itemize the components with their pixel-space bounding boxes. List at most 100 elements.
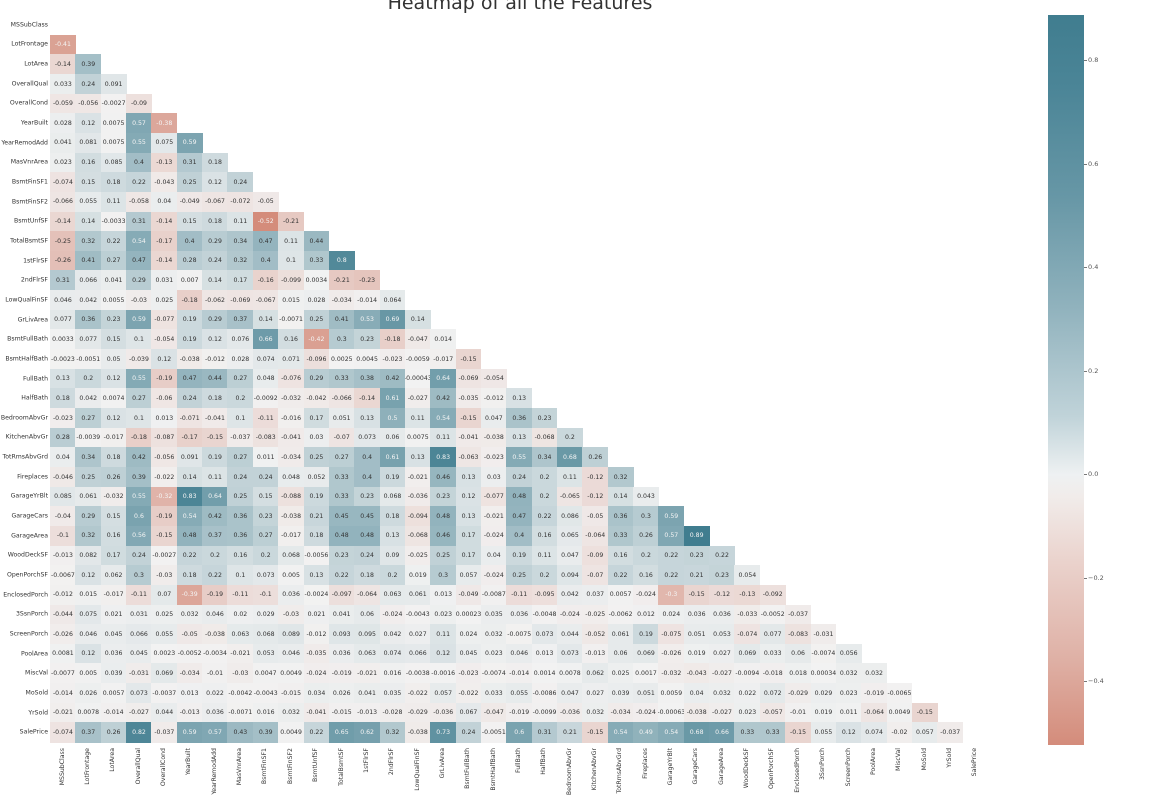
heatmap-cell: 0.071 (278, 349, 304, 370)
heatmap-cell: 0.14 (252, 309, 279, 330)
heatmap-cell: 0.053 (709, 624, 735, 645)
heatmap-cell: 0.26 (100, 466, 127, 488)
heatmap-cell: 0.0014 (531, 663, 558, 684)
heatmap-cell: 0.023 (50, 152, 76, 173)
heatmap-cell: 0.31 (126, 211, 152, 232)
heatmap-cell: 0.082 (75, 545, 102, 566)
heatmap-cell: -0.037 (937, 722, 964, 743)
heatmap-cell: 0.073 (354, 427, 381, 448)
heatmap-cell: 0.019 (810, 702, 837, 723)
heatmap-cell: 0.064 (379, 290, 406, 311)
heatmap-cell: 0.49 (633, 722, 659, 743)
heatmap-cell: 0.013 (176, 683, 203, 704)
heatmap-cell: 0.42 (126, 447, 152, 468)
heatmap-cell: -0.074 (50, 172, 76, 193)
heatmap-cell: 0.027 (582, 683, 609, 704)
heatmap-cell: -0.17 (151, 231, 178, 252)
heatmap-cell: 0.0081 (50, 643, 76, 664)
heatmap-cell: 0.042 (557, 584, 583, 605)
heatmap-cell: -0.15 (455, 349, 482, 370)
heatmap-cell: -0.038 (480, 427, 507, 448)
heatmap-cell: 0.46 (430, 466, 457, 488)
heatmap-cell: 0.64 (202, 486, 228, 507)
heatmap-cell: 0.17 (455, 545, 482, 566)
heatmap-cell: -0.057 (759, 702, 786, 723)
heatmap-cell: 0.18 (202, 388, 228, 409)
heatmap-cell: -0.0016 (430, 663, 457, 684)
heatmap-cell: 0.27 (227, 447, 254, 468)
heatmap-cell: -0.012 (480, 388, 507, 409)
y-tick-label: MasVnrArea (10, 158, 48, 166)
heatmap-cell: -0.092 (759, 584, 786, 605)
heatmap-cell: 0.4 (354, 466, 381, 488)
heatmap-cell: 0.4 (126, 152, 152, 173)
heatmap-cell: 0.6 (506, 722, 533, 743)
heatmap-cell: 0.04 (480, 545, 507, 566)
heatmap-cell: -0.038 (278, 506, 304, 527)
heatmap-cell: 0.19 (176, 329, 203, 350)
heatmap-cell: -0.041 (303, 702, 330, 723)
heatmap-cell: 0.15 (75, 172, 102, 193)
heatmap-cell: 0.4 (354, 447, 381, 468)
heatmap-cell: -0.069 (227, 290, 254, 311)
heatmap-cell: -0.3 (658, 584, 685, 605)
heatmap-cell: 0.065 (557, 525, 583, 547)
y-tick-label: YearBuilt (20, 119, 48, 127)
heatmap-cell: 0.068 (379, 486, 406, 507)
heatmap-cell: 0.18 (100, 447, 127, 468)
heatmap-cell: -0.037 (151, 722, 178, 743)
heatmap-cell: 0.015 (278, 290, 304, 311)
heatmap-cell: 0.12 (151, 349, 178, 370)
heatmap-cell: -0.19 (202, 584, 228, 605)
heatmap-cell: 0.057 (455, 565, 482, 586)
heatmap-cell: -0.0077 (50, 663, 76, 684)
heatmap-cell: 0.39 (126, 466, 152, 488)
x-tick-label: 2ndFlrSF (388, 748, 396, 776)
heatmap-cell: 0.27 (126, 388, 152, 409)
heatmap-cell: -0.11 (126, 584, 152, 605)
heatmap-cell: -0.022 (151, 466, 178, 488)
heatmap-cell: 0.29 (126, 270, 152, 291)
heatmap-cell: 0.061 (404, 584, 431, 605)
heatmap-cell: 0.028 (303, 290, 330, 311)
heatmap-cell: -0.18 (126, 427, 152, 448)
heatmap-cell: 0.22 (531, 506, 558, 527)
heatmap-cell: 0.15 (252, 486, 279, 507)
heatmap-cell: 0.039 (607, 683, 634, 704)
y-tick-label: TotalBsmtSF (10, 237, 48, 245)
heatmap-cell: 0.021 (100, 604, 127, 625)
heatmap-cell: 0.27 (252, 525, 279, 547)
heatmap-cell: -0.021 (404, 466, 431, 488)
heatmap-cell: 0.00023 (455, 604, 482, 625)
heatmap-cell: -0.035 (303, 643, 330, 664)
y-tick-label: GarageArea (11, 532, 48, 540)
heatmap-cell: 0.073 (252, 565, 279, 586)
heatmap-cell: 0.055 (506, 683, 533, 704)
heatmap-cell: -0.019 (328, 663, 355, 684)
heatmap-cell: 0.005 (278, 565, 304, 586)
heatmap-cell: 0.0075 (404, 427, 431, 448)
heatmap-cell: 0.2 (531, 565, 558, 586)
heatmap-cell: -0.016 (278, 408, 304, 429)
heatmap-cell: -0.0024 (303, 584, 330, 605)
heatmap-cell: -0.024 (633, 584, 659, 605)
heatmap-cell: -0.071 (176, 408, 203, 429)
heatmap-cell: 0.032 (835, 663, 862, 684)
heatmap-cell: 0.25 (176, 172, 203, 193)
heatmap-cell: -0.0074 (810, 643, 837, 664)
heatmap-cell: 0.24 (202, 250, 228, 271)
y-tick-label: BsmtFinSF1 (11, 178, 48, 186)
heatmap-cell: 0.031 (126, 604, 152, 625)
heatmap-cell: 0.3 (328, 329, 355, 350)
heatmap-cell: 0.014 (430, 329, 457, 350)
heatmap-cell: 0.14 (404, 309, 431, 330)
heatmap-cell: 0.068 (278, 545, 304, 566)
heatmap-cell: -0.094 (404, 506, 431, 527)
y-tick-label: YearRemodAdd (1, 139, 48, 147)
heatmap-cell: 0.34 (227, 231, 254, 252)
heatmap-cell: -0.043 (151, 172, 178, 193)
heatmap-cell: 0.054 (734, 565, 761, 586)
heatmap-cell: -0.023 (455, 663, 482, 684)
heatmap-cell: 0.23 (252, 506, 279, 527)
heatmap-cell: 0.04 (151, 191, 178, 212)
